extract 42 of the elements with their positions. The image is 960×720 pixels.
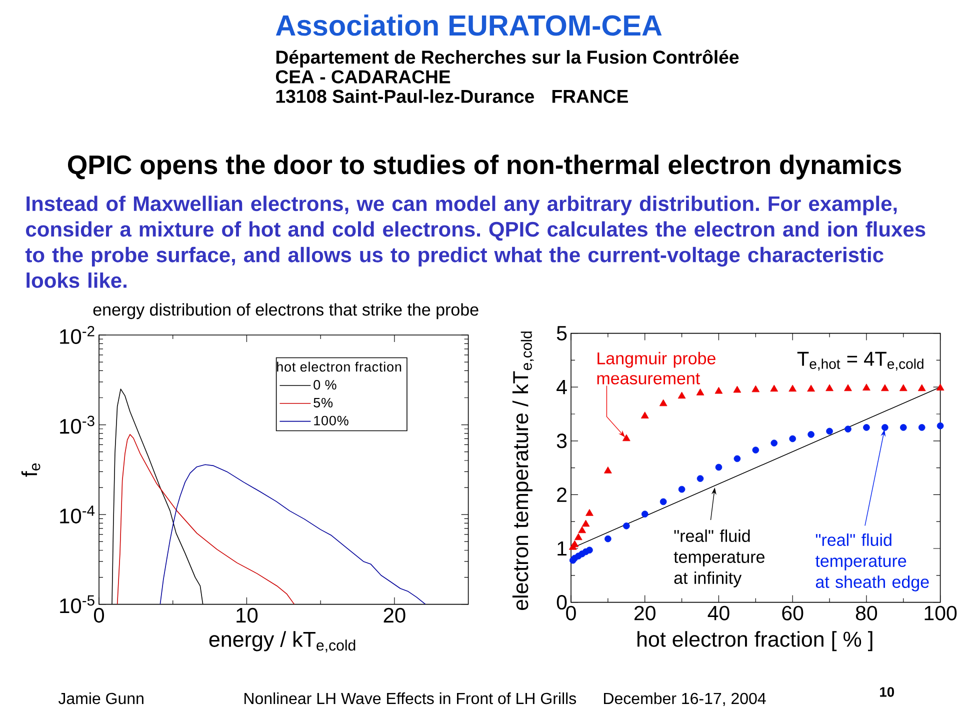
x-tick-label: 20 — [384, 608, 406, 623]
text: 10 — [880, 687, 894, 697]
x-tick-label: 10 — [236, 608, 258, 623]
x-tick-label: 40 — [708, 606, 730, 620]
text: Nonlinear LH Wave Effects in Front of LH Grills — [244, 692, 576, 704]
x-tick-label: 60 — [782, 606, 804, 620]
text: Département de Recherches sur la Fusion Contrôlée — [276, 50, 739, 68]
text: December 16-17, 2004 — [604, 692, 766, 706]
y-tick-label: 1 — [558, 541, 566, 556]
annotation: T$_{e,hot}$ = 4T$_{e,cold}$ — [797, 352, 924, 371]
x-tick-label: 100 — [924, 606, 957, 620]
y-tick-label: 4 — [556, 380, 567, 394]
text: 13108 Saint-Paul-lez-Durance — [276, 89, 534, 103]
text: FRANCE — [552, 90, 628, 103]
text: Jamie Gunn — [58, 692, 144, 704]
y-tick-label: 10$^{-5}$ — [60, 595, 94, 614]
x-tick-label: 80 — [856, 606, 878, 620]
chart-title: energy distribution of electrons that strike the probe — [93, 303, 478, 320]
annotation: "real" fluid temperature at infinity — [674, 530, 764, 588]
legend-label: 5% — [314, 398, 333, 408]
y-tick-label: 5 — [556, 326, 567, 340]
x-axis-title: energy / kT$_{e,cold}$ — [209, 631, 356, 652]
legend-title: hot electron fraction — [277, 362, 402, 372]
y-tick-label: 10$^{-3}$ — [60, 416, 94, 434]
text: QPIC opens the door to studies of non-thermal electron dynamics — [68, 154, 902, 180]
annotation: Langmuir probe measurement — [597, 352, 716, 384]
text: Instead of Maxwellian electrons, we can model any arbitrary distribution. For example, consider a mixture of hot and cold electrons. QPIC calculates the electron and ion fluxes to the probe surface, and allows us to predict what the current-voltage characteristic looks like. — [25, 196, 926, 288]
x-axis-title: hot electron fraction [ % ] — [638, 631, 872, 652]
y-tick-label: 10$^{-4}$ — [60, 506, 95, 524]
x-tick-label: 20 — [634, 606, 656, 620]
y-tick-label: 2 — [557, 488, 566, 502]
legend-label: 0 % — [314, 380, 336, 390]
y-tick-label: 3 — [556, 434, 567, 448]
legend-label: 100% — [314, 416, 348, 426]
y-axis-title: electron temperature / kT$_{e,cold}$ — [512, 332, 534, 610]
text: Association EURATOM-CEA — [276, 14, 662, 36]
text: CEA - CADARACHE — [276, 70, 450, 84]
y-axis-title: f$_{e}$ — [21, 463, 40, 477]
y-tick-label: 10$^{-2}$ — [60, 326, 94, 344]
annotation: "real" fluid temperature at sheath edge — [815, 534, 929, 592]
x-tick-label: 0 — [94, 608, 104, 623]
y-tick-label: 0 — [556, 595, 567, 610]
